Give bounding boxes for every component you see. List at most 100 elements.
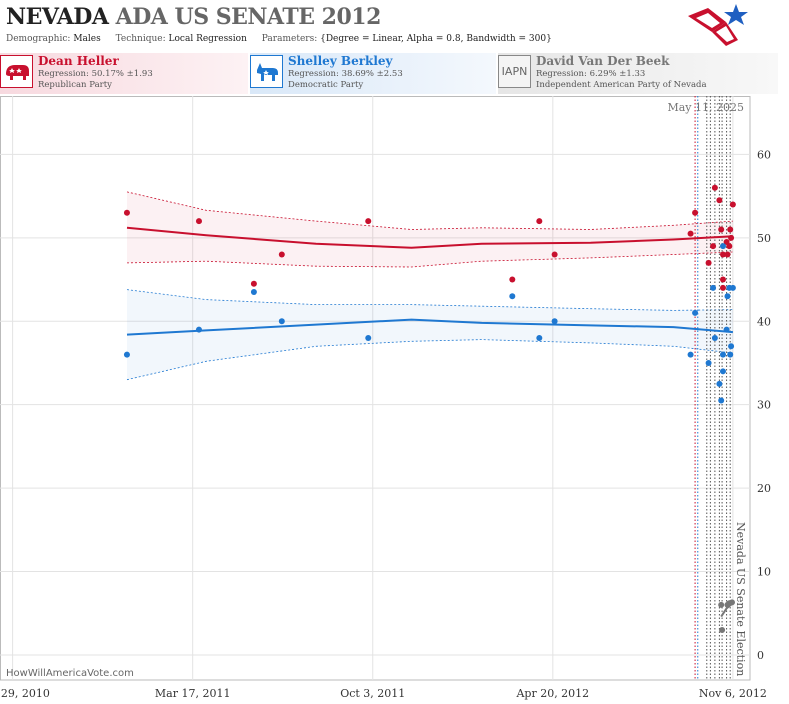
y-tick-label: 50	[757, 232, 771, 245]
data-point	[711, 184, 718, 191]
data-point	[716, 380, 723, 387]
data-point	[123, 209, 130, 216]
data-point	[718, 397, 725, 404]
data-point	[724, 251, 731, 258]
band-upper-line	[126, 289, 733, 311]
data-point	[509, 276, 516, 283]
data-point	[278, 318, 285, 325]
data-point	[687, 230, 694, 237]
x-tick-label: Aug 29, 2010	[0, 687, 50, 700]
technique-label: Technique:	[115, 34, 166, 44]
data-point	[719, 368, 726, 375]
data-point	[728, 343, 735, 350]
data-point	[723, 326, 730, 333]
confidence-bands	[126, 191, 733, 381]
data-point	[687, 351, 694, 358]
date-stamp: May 11, 2025	[667, 101, 744, 114]
data-point	[692, 209, 699, 216]
data-point	[123, 351, 130, 358]
trend-lines	[126, 226, 734, 618]
data-point	[716, 197, 723, 204]
data-point	[711, 334, 718, 341]
parameters-label: Parameters:	[261, 34, 318, 44]
data-point	[718, 226, 725, 233]
x-tick-label: Oct 3, 2011	[340, 687, 405, 700]
candidate-regression: Regression: 6.29% ±1.33	[536, 69, 646, 79]
candidate-party: Democratic Party	[288, 80, 364, 90]
data-point	[692, 309, 699, 316]
data-point	[727, 226, 734, 233]
demographic-value: Males	[73, 34, 101, 44]
data-point	[365, 218, 372, 225]
poll-chart: 0 10 20 30 40 50 60 Aug 29, 2010 Mar 17, 2011 Oct…	[0, 96, 771, 700]
data-point	[719, 251, 726, 258]
demographic-label: Demographic:	[6, 34, 71, 44]
data-point	[195, 326, 202, 333]
subheader: Demographic: Males Technique: Local Regr…	[6, 34, 564, 44]
chart-header: NEVADA ADA US SENATE 2012 Demographic: M…	[0, 0, 778, 52]
trend-line	[126, 318, 733, 336]
data-point	[719, 276, 726, 283]
data-point	[719, 243, 726, 250]
parameters-value: {Degree = Linear, Alpha = 0.8, Bandwidth…	[320, 34, 552, 44]
data-point	[719, 284, 726, 291]
data-point	[729, 201, 736, 208]
data-point	[509, 293, 516, 300]
band-lower-line	[126, 251, 733, 268]
data-point	[724, 293, 731, 300]
axis-labels: 0 10 20 30 40 50 60 Aug 29, 2010 Mar 17, 2011 Oct…	[0, 148, 771, 700]
x-tick-label: Apr 20, 2012	[515, 687, 589, 700]
elephant-icon	[0, 55, 33, 88]
data-point	[705, 259, 712, 266]
data-point	[551, 251, 558, 258]
candidate-party: Independent American Party of Nevada	[536, 80, 707, 90]
candidate-heller: Dean Heller Regression: 50.17% ±1.93 Rep…	[0, 53, 248, 94]
election-event-label: Nevada US Senate Election	[734, 522, 747, 676]
iapn-badge: IAPN	[498, 55, 531, 88]
candidate-van-der-beek: IAPN David Van Der Beek Regression: 6.29…	[498, 53, 778, 94]
technique-value: Local Regression	[168, 34, 247, 44]
data-point	[250, 289, 257, 296]
data-point	[278, 251, 285, 258]
page-title: NEVADA ADA US SENATE 2012	[6, 4, 381, 30]
poll-date-lines	[694, 96, 731, 680]
candidate-name: David Van Der Beek	[536, 54, 670, 68]
candidate-name: Shelley Berkley	[288, 54, 393, 68]
y-tick-label: 30	[757, 399, 771, 412]
donkey-icon	[250, 55, 283, 88]
y-tick-label: 60	[757, 148, 771, 161]
data-point	[719, 351, 726, 358]
y-tick-label: 0	[757, 649, 764, 662]
data-point	[728, 234, 735, 241]
data-point	[710, 243, 717, 250]
y-tick-label: 10	[757, 566, 771, 579]
data-point	[705, 359, 712, 366]
data-point	[710, 284, 717, 291]
grid	[0, 96, 751, 681]
footer-source: HowWillAmericaVote.com	[6, 668, 134, 679]
y-tick-label: 20	[757, 482, 771, 495]
data-point	[729, 284, 736, 291]
candidate-berkley: Shelley Berkley Regression: 38.69% ±2.53…	[250, 53, 496, 94]
title-rest: ADA US SENATE 2012	[115, 4, 382, 30]
data-point	[195, 218, 202, 225]
candidate-regression: Regression: 50.17% ±1.93	[38, 69, 153, 79]
candidate-legend: Dean Heller Regression: 50.17% ±1.93 Rep…	[0, 53, 778, 94]
candidate-party: Republican Party	[38, 80, 112, 90]
data-point	[718, 601, 725, 608]
flag-star-logo-icon	[688, 4, 748, 46]
candidate-name: Dean Heller	[38, 54, 119, 68]
x-tick-label: Mar 17, 2011	[155, 687, 231, 700]
candidate-regression: Regression: 38.69% ±2.53	[288, 69, 403, 79]
title-state: NEVADA	[6, 4, 109, 30]
data-point	[728, 599, 735, 606]
data-point	[726, 243, 733, 250]
data-point	[250, 280, 257, 287]
x-tick-label: Nov 6, 2012	[699, 687, 767, 700]
data-point	[365, 334, 372, 341]
poll-points	[123, 184, 736, 633]
plot-frame	[0, 96, 751, 681]
data-point	[727, 351, 734, 358]
data-point	[536, 334, 543, 341]
data-point	[719, 626, 726, 633]
